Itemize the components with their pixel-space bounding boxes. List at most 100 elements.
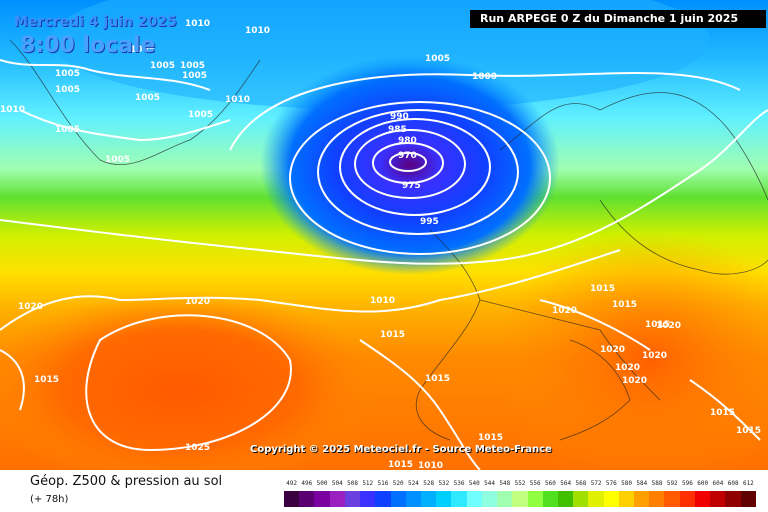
legend-label: 556 xyxy=(529,480,541,487)
legend-label: 596 xyxy=(682,480,693,487)
legend-swatch xyxy=(679,491,695,507)
isobar-label: 1010 xyxy=(370,296,395,306)
legend-swatch xyxy=(420,491,437,507)
legend-swatch xyxy=(284,491,300,507)
legend-swatch xyxy=(390,491,406,507)
isobar-label: 1005 xyxy=(55,85,80,95)
legend-bar xyxy=(284,491,756,507)
legend-swatch xyxy=(710,491,726,507)
isobar-label: 1020 xyxy=(185,297,210,307)
legend-label: 572 xyxy=(590,480,602,487)
isobar-label: 1005 xyxy=(180,61,205,71)
legend-labels: 492 496 500 504 508 512 516 520 524 528 532 536 540 5… xyxy=(284,480,756,490)
legend-label: 520 xyxy=(392,480,404,487)
isobar-label: 1005 xyxy=(130,45,155,55)
isobar-label: 980 xyxy=(398,136,417,146)
isobar-label: 1005 xyxy=(135,93,160,103)
isobar-label: 1005 xyxy=(55,125,80,135)
legend-swatch xyxy=(664,491,680,507)
legend-swatch xyxy=(740,491,756,507)
legend-swatch xyxy=(344,491,361,507)
isobar-label: 1015 xyxy=(380,330,405,340)
isobar-label: 1020 xyxy=(552,306,577,316)
legend-swatch xyxy=(603,491,619,507)
geopotential-map: 1010 1005 1010 1005 1005 1005 1005 1010 … xyxy=(0,0,768,470)
isobar-label: 1015 xyxy=(736,426,761,436)
legend-swatch xyxy=(436,491,452,507)
legend-label: 588 xyxy=(651,480,663,487)
legend-swatch xyxy=(497,491,513,507)
legend-label: 536 xyxy=(453,480,465,487)
legend-label: 584 xyxy=(636,480,648,487)
isobar-label: 1020 xyxy=(622,376,647,386)
isobar-label: 1020 xyxy=(600,345,625,355)
isobar-labels: 1010 1005 1010 1005 1005 1005 1005 1010 … xyxy=(0,19,761,470)
isobar-label: 1000 xyxy=(472,72,497,82)
legend-label: 492 xyxy=(286,480,298,487)
legend-label: 532 xyxy=(438,480,450,487)
legend-label: 552 xyxy=(514,480,526,487)
legend-label: 564 xyxy=(560,480,572,487)
isobar-label: 1020 xyxy=(18,302,43,312)
legend-swatch xyxy=(725,491,741,507)
legend-swatch xyxy=(299,491,315,507)
legend-label: 516 xyxy=(377,480,389,487)
isobar-label: 975 xyxy=(402,181,421,191)
isobar-label: 995 xyxy=(420,217,439,227)
isobars xyxy=(0,59,768,470)
legend-label: 576 xyxy=(605,480,617,487)
legend-label: 524 xyxy=(407,480,419,487)
legend-label: 504 xyxy=(331,480,343,487)
isobar-label: 1020 xyxy=(642,351,667,361)
legend-swatch xyxy=(588,491,604,507)
legend-swatch xyxy=(329,491,345,507)
isobar-label: 1005 xyxy=(55,69,80,79)
legend-label: 592 xyxy=(666,480,678,487)
legend-swatch xyxy=(512,491,528,507)
legend-swatch xyxy=(694,491,711,507)
isobar-label: 1010 xyxy=(185,19,210,29)
isobar-label: 985 xyxy=(388,125,407,135)
coastlines xyxy=(9,39,768,441)
isobar-label: 1005 xyxy=(182,71,207,81)
legend-swatch xyxy=(618,491,635,507)
isobar-label: 1015 xyxy=(612,300,637,310)
isobar-label: 1015 xyxy=(645,320,670,330)
legend-swatch xyxy=(360,491,376,507)
legend-label: 568 xyxy=(575,480,587,487)
isobar-label: 1005 xyxy=(425,54,450,64)
isobar-label: 1010 xyxy=(418,461,443,470)
legend-label: 528 xyxy=(423,480,435,487)
legend-swatch xyxy=(466,491,482,507)
legend-label: 508 xyxy=(347,480,358,487)
legend-label: 540 xyxy=(468,480,480,487)
legend-label: 560 xyxy=(545,480,556,487)
isobar-label: 1015 xyxy=(34,375,59,385)
legend-swatch xyxy=(481,491,498,507)
isobar-label: 1010 xyxy=(0,105,25,115)
copyright-notice: Copyright © 2025 Meteociel.fr - Source M… xyxy=(250,444,552,455)
legend-swatch xyxy=(527,491,543,507)
isobar-label: 1015 xyxy=(710,408,735,418)
isobar-label: 970 xyxy=(398,151,417,161)
isobar-label: 990 xyxy=(390,112,409,122)
legend-swatch xyxy=(314,491,330,507)
isobar-label: 1005 xyxy=(188,110,213,120)
map-title: Géop. Z500 & pression au sol xyxy=(30,474,223,489)
legend-label: 496 xyxy=(301,480,313,487)
model-run-banner: Run ARPEGE 0 Z du Dimanche 1 juin 2025 xyxy=(470,10,766,28)
forecast-date: Mercredi 4 juin 2025 xyxy=(14,14,177,30)
legend-label: 608 xyxy=(727,480,739,487)
legend-label: 604 xyxy=(712,480,724,487)
legend-label: 580 xyxy=(621,480,632,487)
legend-swatch xyxy=(573,491,589,507)
legend-swatch xyxy=(451,491,467,507)
legend-label: 548 xyxy=(499,480,511,487)
legend-label: 544 xyxy=(484,480,495,487)
legend-swatch xyxy=(634,491,650,507)
isobar-label: 1015 xyxy=(478,433,503,443)
legend-label: 512 xyxy=(362,480,374,487)
isobar-label: 1010 xyxy=(245,26,270,36)
isobar-label: 1020 xyxy=(615,363,640,373)
legend-swatch xyxy=(542,491,558,507)
